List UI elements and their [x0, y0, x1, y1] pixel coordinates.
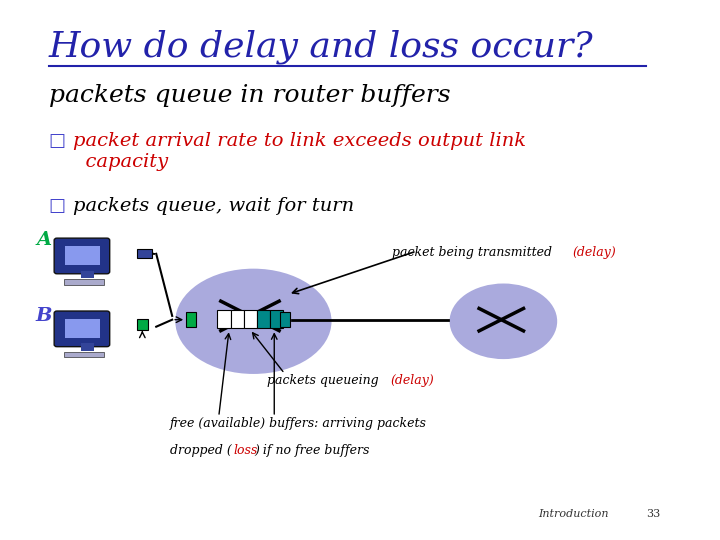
Text: How do delay and loss occur?: How do delay and loss occur? [49, 30, 593, 64]
Text: □: □ [49, 197, 66, 215]
Text: ) if no free buffers: ) if no free buffers [254, 444, 369, 457]
Text: A: A [36, 231, 51, 249]
Text: 33: 33 [646, 509, 660, 519]
Text: packet arrival rate to link exceeds output link
  capacity: packet arrival rate to link exceeds outp… [73, 132, 526, 171]
Bar [64, 352, 104, 357]
Text: B: B [35, 307, 52, 325]
Bar [270, 310, 283, 328]
Bar [257, 310, 270, 328]
Bar [64, 279, 104, 285]
FancyBboxPatch shape [54, 238, 109, 274]
Text: packet being transmitted: packet being transmitted [392, 246, 557, 259]
Bar [66, 246, 100, 265]
Bar [66, 319, 100, 338]
Ellipse shape [449, 284, 557, 359]
Text: loss: loss [233, 444, 258, 457]
Text: free (available) buffers: arriving packets: free (available) buffers: arriving packe… [170, 417, 427, 430]
Ellipse shape [175, 268, 331, 374]
FancyBboxPatch shape [54, 311, 109, 347]
Text: packets queueing: packets queueing [267, 374, 383, 387]
Bar [280, 312, 290, 327]
Bar [230, 310, 243, 328]
Text: dropped (: dropped ( [170, 444, 232, 457]
Text: □: □ [49, 132, 66, 150]
Bar [81, 271, 94, 278]
Text: (delay): (delay) [390, 374, 434, 387]
Bar [217, 310, 230, 328]
Bar [137, 319, 148, 330]
Text: (delay): (delay) [573, 246, 616, 259]
Bar [186, 312, 197, 327]
Text: packets queue, wait for turn: packets queue, wait for turn [73, 197, 354, 215]
Text: packets queue in router buffers: packets queue in router buffers [49, 84, 450, 107]
Bar [81, 343, 94, 351]
Bar [243, 310, 257, 328]
Text: Introduction: Introduction [538, 509, 608, 519]
Bar [137, 249, 152, 258]
